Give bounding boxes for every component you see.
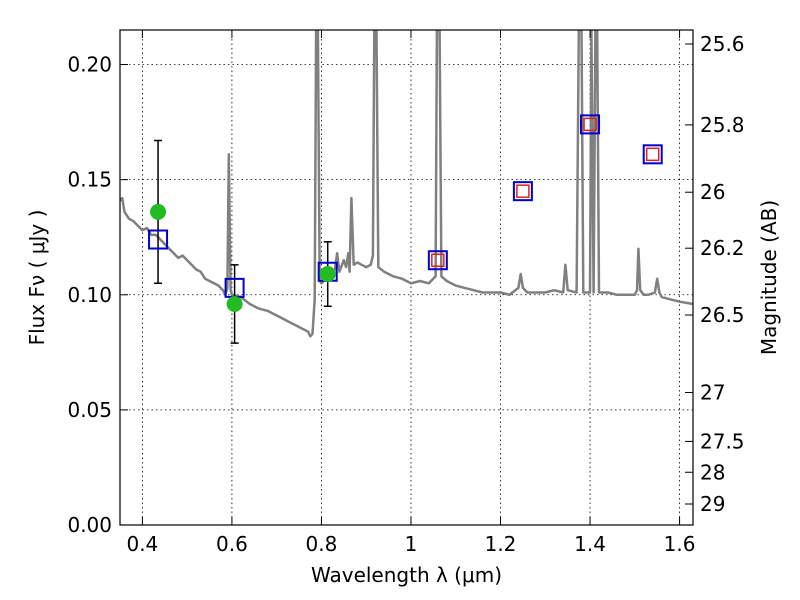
x-tick-label: 1.4 <box>574 532 606 556</box>
x-tick-label: 0.8 <box>306 532 338 556</box>
right-tick-label: 28 <box>700 460 725 484</box>
green-data-point <box>150 203 167 220</box>
red-square-marker <box>583 117 597 132</box>
x-tick-label: 0.4 <box>126 532 158 556</box>
y-tick-label: 0.05 <box>67 398 112 422</box>
red-square-marker <box>645 147 660 162</box>
blue-square-marker <box>642 144 663 165</box>
right-tick-label: 27.5 <box>700 429 745 453</box>
right-tick-label: 29 <box>700 492 725 516</box>
blue-square-marker <box>512 181 533 202</box>
plot-frame <box>119 29 694 526</box>
blue-square-marker <box>580 114 601 135</box>
blue-square-marker <box>427 250 448 271</box>
red-square-marker <box>431 253 445 267</box>
model-spectrum-line <box>120 30 693 338</box>
x-tick-label: 0.6 <box>216 532 248 556</box>
tick-layer: 0.4 0.6 0.8 1 1.2 1.4 1.6 0.00 0.05 0.10 0.15 0.20 2… <box>67 30 745 556</box>
x-tick-label: 1 <box>405 532 418 556</box>
right-tick-label: 27 <box>700 381 725 405</box>
y-tick-label: 0.10 <box>67 283 112 307</box>
spectrum-layer <box>120 30 693 338</box>
green-data-point <box>226 295 243 312</box>
grid <box>120 30 693 525</box>
x-tick-label: 1.6 <box>664 532 696 556</box>
x-tick-label: 1.2 <box>485 532 517 556</box>
right-axis-label: Magnitude (AB) <box>757 200 781 355</box>
blue-square-marker <box>148 229 169 250</box>
right-tick-label: 25.6 <box>700 32 745 56</box>
right-tick-label: 26 <box>700 180 725 204</box>
right-tick-label: 25.8 <box>700 113 745 137</box>
green-data-point <box>319 266 336 283</box>
marker-layer <box>148 114 663 344</box>
y-tick-label: 0.15 <box>67 168 112 192</box>
right-tick-label: 26.5 <box>700 303 745 327</box>
y-tick-label: 0.00 <box>67 513 112 537</box>
y-tick-label: 0.20 <box>67 53 112 77</box>
x-axis-label: Wavelength λ (μm) <box>311 563 502 587</box>
y-axis-label: Flux Fν ( μJy ) <box>25 210 49 346</box>
red-square-marker <box>516 184 530 198</box>
right-tick-label: 26.2 <box>700 236 745 260</box>
